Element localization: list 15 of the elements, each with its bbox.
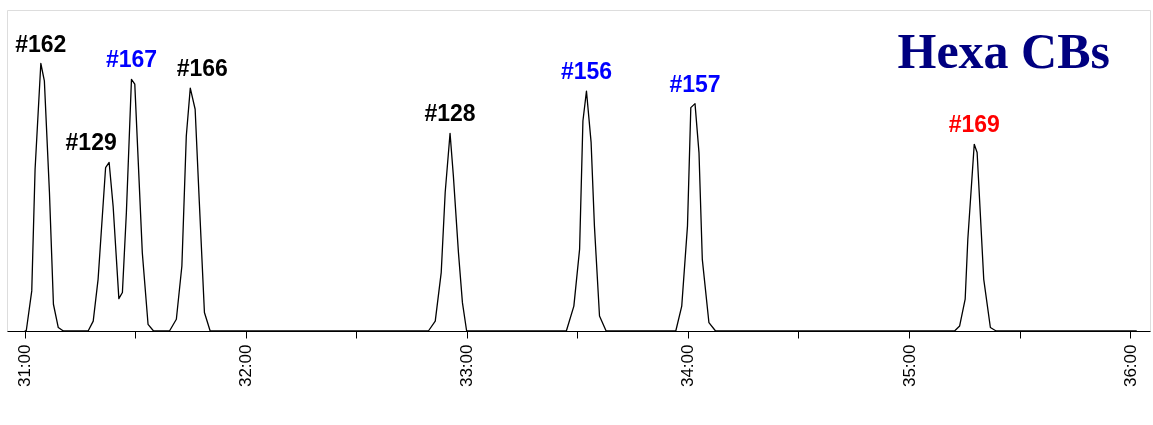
x-tick-label: 33:00 (457, 344, 477, 388)
annotation: #166 (176, 55, 228, 82)
annotation: #162 (15, 30, 67, 57)
x-tick-label: 36:00 (1120, 344, 1140, 388)
x-tick-label: 34:00 (678, 344, 698, 388)
annotation: #128 (424, 100, 476, 127)
annotation: #169 (948, 111, 1000, 138)
annotation: #129 (65, 129, 117, 156)
x-tick-label: 31:00 (15, 344, 35, 388)
annotation: #157 (669, 70, 721, 97)
x-tick-label: 32:00 (236, 344, 256, 388)
chart-title: Hexa CBs (897, 23, 1110, 79)
annotation: #156 (560, 58, 613, 85)
annotation: #167 (105, 46, 158, 73)
x-tick-label: 35:00 (899, 344, 919, 388)
